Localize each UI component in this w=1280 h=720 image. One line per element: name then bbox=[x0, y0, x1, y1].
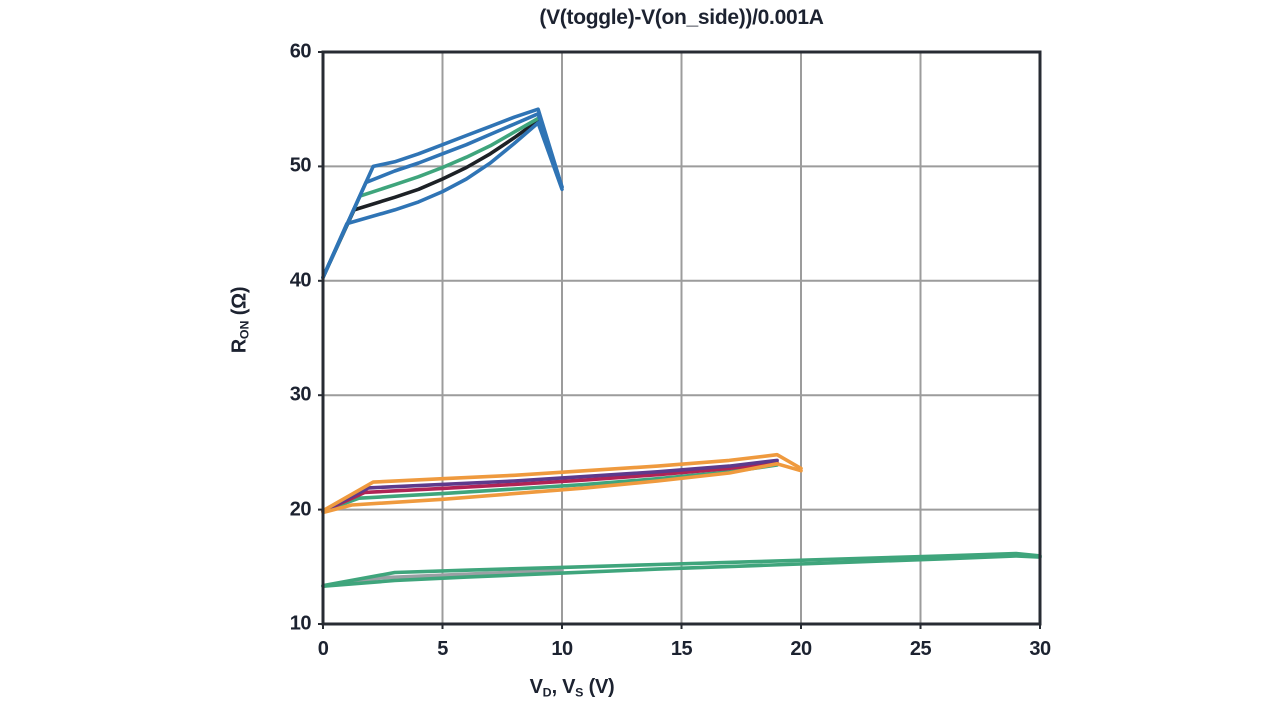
axis-label-subscript: ON bbox=[237, 320, 252, 340]
chart-title: (V(toggle)-V(on_side))/0.001A bbox=[539, 6, 824, 29]
series-top-cluster-black bbox=[321, 118, 540, 280]
axis-label-text: , V bbox=[551, 676, 576, 698]
axis-label-text: R bbox=[228, 339, 251, 354]
series-top-cluster-green bbox=[321, 116, 540, 280]
x-axis-label: VD, VS (V) bbox=[530, 676, 615, 699]
series-mid-cluster-crimson bbox=[321, 460, 779, 514]
y-tick-label: 60 bbox=[289, 40, 312, 63]
axis-label-text: (Ω) bbox=[228, 286, 251, 321]
y-axis-label: RON (Ω) bbox=[228, 287, 251, 353]
series-mid-cluster-orange-upper bbox=[321, 452, 803, 513]
series-mid-cluster-purple bbox=[321, 458, 779, 514]
y-tick-label: 10 bbox=[289, 612, 312, 635]
series-mid-cluster-orange-lower bbox=[321, 461, 803, 515]
axis-label-subscript: S bbox=[575, 685, 584, 700]
axis-label-subscript: D bbox=[542, 685, 552, 700]
x-tick-label: 0 bbox=[317, 638, 329, 660]
y-tick-label: 20 bbox=[289, 498, 312, 521]
x-tick-label: 30 bbox=[1029, 638, 1051, 660]
series-bottom-cluster-green-lower bbox=[321, 554, 1042, 589]
plot-border bbox=[321, 50, 1042, 626]
x-tick-label: 20 bbox=[790, 638, 812, 660]
series-top-cluster-blue-upper bbox=[321, 107, 564, 280]
axis-label-text: (V) bbox=[583, 676, 615, 698]
series-bottom-cluster-green-upper bbox=[321, 551, 1042, 588]
y-tick-label: 50 bbox=[289, 154, 312, 177]
x-tick-label: 10 bbox=[551, 638, 573, 660]
y-tick-label: 30 bbox=[289, 383, 312, 406]
axis-label-text: V bbox=[529, 676, 543, 698]
x-tick-label: 15 bbox=[670, 638, 693, 660]
x-tick-label: 5 bbox=[437, 638, 448, 660]
series-top-cluster-blue-lower bbox=[321, 121, 564, 280]
series-top-cluster-blue-mid bbox=[321, 112, 564, 280]
y-tick-label: 40 bbox=[289, 269, 312, 292]
x-tick-label: 25 bbox=[909, 638, 932, 660]
